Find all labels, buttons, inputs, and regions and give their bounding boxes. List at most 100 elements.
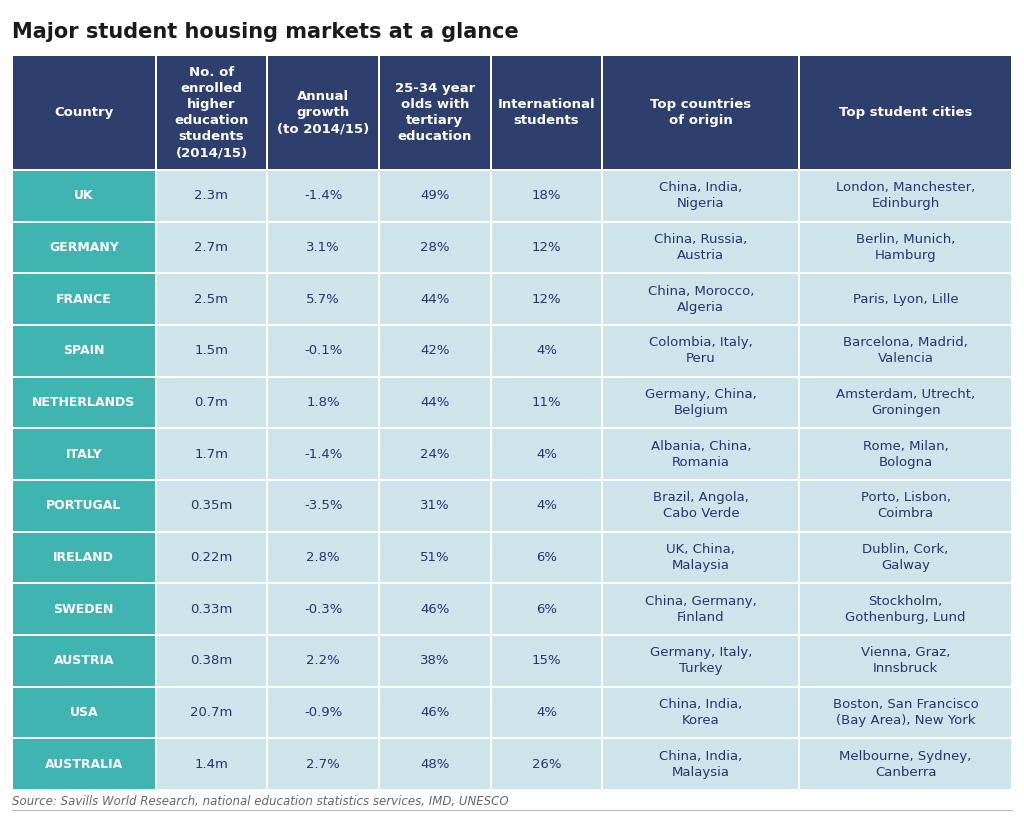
Bar bbox=[800, 533, 1011, 583]
Text: 46%: 46% bbox=[420, 602, 450, 616]
Bar bbox=[13, 326, 155, 376]
Bar bbox=[800, 636, 1011, 686]
Bar bbox=[268, 740, 378, 789]
Bar bbox=[268, 584, 378, 634]
Text: 0.33m: 0.33m bbox=[190, 602, 232, 616]
Text: Colombia, Italy,
Peru: Colombia, Italy, Peru bbox=[649, 337, 753, 366]
Bar bbox=[380, 326, 489, 376]
Bar bbox=[800, 481, 1011, 531]
Bar bbox=[603, 171, 799, 221]
Bar bbox=[492, 377, 601, 427]
Bar bbox=[380, 636, 489, 686]
Bar bbox=[157, 636, 266, 686]
Text: UK, China,
Malaysia: UK, China, Malaysia bbox=[667, 543, 735, 572]
Text: -1.4%: -1.4% bbox=[304, 448, 342, 460]
Text: 42%: 42% bbox=[420, 344, 450, 357]
Text: 2.7m: 2.7m bbox=[195, 241, 228, 254]
Bar bbox=[492, 56, 601, 169]
Bar bbox=[268, 481, 378, 531]
Bar bbox=[13, 740, 155, 789]
Text: Stockholm,
Gothenburg, Lund: Stockholm, Gothenburg, Lund bbox=[846, 595, 966, 624]
Text: 44%: 44% bbox=[420, 396, 450, 409]
Bar bbox=[268, 377, 378, 427]
Bar bbox=[268, 171, 378, 221]
Text: China, Russia,
Austria: China, Russia, Austria bbox=[654, 233, 748, 262]
Text: Dublin, Cork,
Galway: Dublin, Cork, Galway bbox=[862, 543, 949, 572]
Text: No. of
enrolled
higher
education
students
(2014/15): No. of enrolled higher education student… bbox=[174, 66, 249, 159]
Bar bbox=[800, 56, 1011, 169]
Bar bbox=[380, 223, 489, 273]
Bar bbox=[268, 533, 378, 583]
Bar bbox=[380, 56, 489, 169]
Bar bbox=[603, 377, 799, 427]
Bar bbox=[13, 274, 155, 324]
Text: 49%: 49% bbox=[420, 189, 450, 202]
Text: Brazil, Angola,
Cabo Verde: Brazil, Angola, Cabo Verde bbox=[653, 491, 749, 520]
Text: Porto, Lisbon,
Coimbra: Porto, Lisbon, Coimbra bbox=[860, 491, 950, 520]
Text: 12%: 12% bbox=[531, 293, 561, 306]
Text: 25-34 year
olds with
tertiary
education: 25-34 year olds with tertiary education bbox=[394, 82, 475, 143]
Bar bbox=[157, 274, 266, 324]
Text: NETHERLANDS: NETHERLANDS bbox=[32, 396, 135, 409]
Text: PORTUGAL: PORTUGAL bbox=[46, 499, 122, 513]
Bar bbox=[492, 636, 601, 686]
Text: 24%: 24% bbox=[420, 448, 450, 460]
Bar bbox=[603, 56, 799, 169]
Text: 4%: 4% bbox=[537, 499, 557, 513]
Text: -0.9%: -0.9% bbox=[304, 706, 342, 719]
Bar bbox=[13, 377, 155, 427]
Bar bbox=[157, 740, 266, 789]
Text: 51%: 51% bbox=[420, 551, 450, 564]
Text: Source: Savills World Research, national education statistics services, IMD, UNE: Source: Savills World Research, national… bbox=[12, 795, 509, 808]
Text: 44%: 44% bbox=[420, 293, 450, 306]
Bar bbox=[157, 326, 266, 376]
Text: 3.1%: 3.1% bbox=[306, 241, 340, 254]
Text: Vienna, Graz,
Innsbruck: Vienna, Graz, Innsbruck bbox=[861, 647, 950, 676]
Bar bbox=[603, 481, 799, 531]
Bar bbox=[268, 223, 378, 273]
Bar bbox=[380, 377, 489, 427]
Text: 6%: 6% bbox=[537, 602, 557, 616]
Text: Top countries
of origin: Top countries of origin bbox=[650, 98, 752, 127]
Text: China, India,
Malaysia: China, India, Malaysia bbox=[659, 750, 742, 779]
Text: Top student cities: Top student cities bbox=[839, 106, 973, 119]
Text: Germany, Italy,
Turkey: Germany, Italy, Turkey bbox=[649, 647, 752, 676]
Text: 2.7%: 2.7% bbox=[306, 758, 340, 770]
Bar bbox=[603, 636, 799, 686]
Bar bbox=[800, 377, 1011, 427]
Bar bbox=[603, 430, 799, 479]
Bar bbox=[13, 533, 155, 583]
Text: 38%: 38% bbox=[420, 654, 450, 667]
Text: London, Manchester,
Edinburgh: London, Manchester, Edinburgh bbox=[836, 181, 975, 210]
Text: AUSTRALIA: AUSTRALIA bbox=[45, 758, 123, 770]
Text: ITALY: ITALY bbox=[66, 448, 102, 460]
Text: International
students: International students bbox=[498, 98, 595, 127]
Text: Major student housing markets at a glance: Major student housing markets at a glanc… bbox=[12, 22, 519, 42]
Bar bbox=[380, 274, 489, 324]
Bar bbox=[380, 584, 489, 634]
Bar bbox=[13, 223, 155, 273]
Text: -0.1%: -0.1% bbox=[304, 344, 342, 357]
Text: 26%: 26% bbox=[531, 758, 561, 770]
Text: SPAIN: SPAIN bbox=[63, 344, 104, 357]
Bar bbox=[12, 55, 1012, 790]
Bar bbox=[492, 584, 601, 634]
Bar bbox=[157, 430, 266, 479]
Text: FRANCE: FRANCE bbox=[56, 293, 112, 306]
Bar bbox=[492, 223, 601, 273]
Bar bbox=[268, 274, 378, 324]
Bar bbox=[492, 274, 601, 324]
Bar bbox=[603, 688, 799, 737]
Text: 12%: 12% bbox=[531, 241, 561, 254]
Text: 1.5m: 1.5m bbox=[195, 344, 228, 357]
Bar bbox=[800, 688, 1011, 737]
Text: 5.7%: 5.7% bbox=[306, 293, 340, 306]
Text: China, Morocco,
Algeria: China, Morocco, Algeria bbox=[647, 285, 754, 313]
Bar bbox=[603, 274, 799, 324]
Bar bbox=[492, 740, 601, 789]
Text: Albania, China,
Romania: Albania, China, Romania bbox=[650, 440, 751, 469]
Text: Rome, Milan,
Bologna: Rome, Milan, Bologna bbox=[863, 440, 948, 469]
Text: 46%: 46% bbox=[420, 706, 450, 719]
Bar bbox=[380, 740, 489, 789]
Bar bbox=[13, 688, 155, 737]
